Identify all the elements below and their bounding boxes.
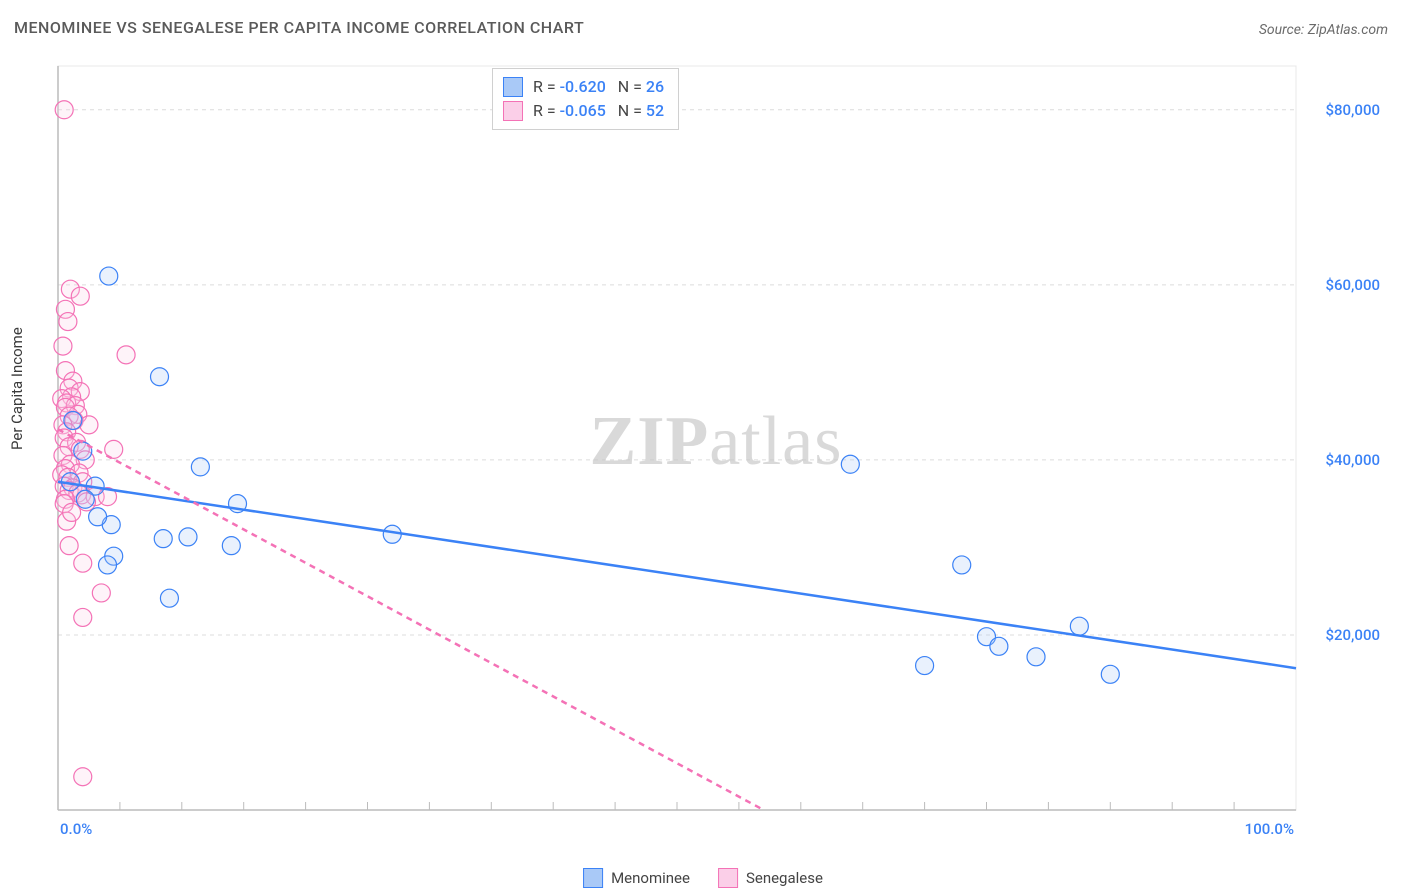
chart-title: MENOMINEE VS SENEGALESE PER CAPITA INCOM… [14,18,584,37]
svg-text:$40,000: $40,000 [1325,451,1380,469]
series-legend-label: Menominee [611,869,690,887]
series-legend-label: Senegalese [746,869,823,887]
legend-swatch [718,868,738,888]
scatter-plot: ZIPatlas $20,000$40,000$60,000$80,0000.0… [46,60,1386,840]
svg-text:$60,000: $60,000 [1325,276,1380,294]
correlation-row: R = -0.620 N = 26 [503,75,664,99]
y-axis-label: Per Capita Income [8,327,26,450]
series-legend-item: Menominee [583,868,690,888]
correlation-text: R = -0.620 N = 26 [533,75,664,99]
legend-swatch [503,101,523,121]
series-legend-item: Senegalese [718,868,823,888]
plot-svg: $20,000 $40,000 $60,000 $80,000 0.0% 100.0% [46,60,1386,840]
correlation-row: R = -0.065 N = 52 [503,99,664,123]
correlation-legend: R = -0.620 N = 26R = -0.065 N = 52 [492,68,679,130]
source-attribution: Source: ZipAtlas.com [1259,22,1388,38]
legend-swatch [583,868,603,888]
svg-text:$20,000: $20,000 [1325,626,1380,644]
svg-text:0.0%: 0.0% [60,820,92,838]
legend-swatch [503,77,523,97]
svg-text:$80,000: $80,000 [1325,101,1380,119]
svg-text:100.0%: 100.0% [1245,820,1294,838]
series-legend: Menominee Senegalese [583,868,823,888]
correlation-text: R = -0.065 N = 52 [533,99,664,123]
